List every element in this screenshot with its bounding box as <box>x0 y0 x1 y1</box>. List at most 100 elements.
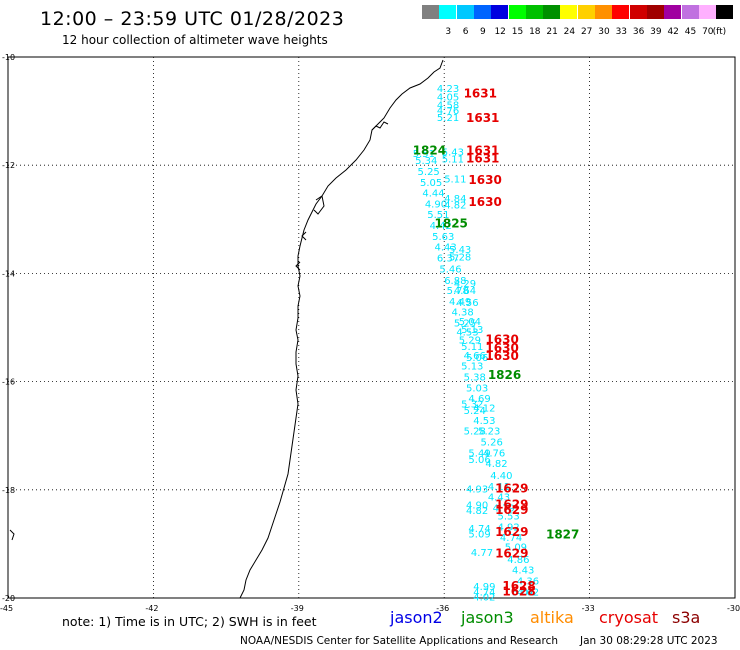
scale-swatch <box>456 5 474 19</box>
wave-height-value: 5.53 <box>498 512 520 523</box>
generation-timestamp: Jan 30 08:29:28 UTC 2023 <box>580 635 718 647</box>
pass-number-label: 1628 <box>502 579 535 593</box>
wave-height-value: 4.86 <box>507 555 529 566</box>
scale-label: 15 <box>511 27 524 37</box>
scale-swatch <box>629 5 647 19</box>
wave-height-value: 4.90 <box>425 199 447 210</box>
wave-height-value: 5.11 <box>461 342 483 353</box>
scale-swatch <box>543 5 561 19</box>
wave-height-value: 5.11 <box>442 154 464 165</box>
wave-height-value: 5.46 <box>439 264 461 275</box>
scale-swatch <box>560 5 578 19</box>
pass-number-label: 1631 <box>464 87 497 101</box>
lon-tick-label: -45 <box>0 604 13 613</box>
wave-height-value: 4.64 <box>454 286 476 297</box>
brazil-coastline <box>239 59 444 599</box>
wave-height-value: 4.23 <box>437 84 459 95</box>
pass-number-label: 1630 <box>485 333 518 347</box>
pass-number-label: 1629 <box>495 482 528 496</box>
wave-height-value: 5.29 <box>459 336 481 347</box>
footnote: note: 1) Time is in UTC; 2) SWH is in fe… <box>62 614 317 629</box>
wave-height-value: 4.53 <box>473 416 495 427</box>
wave-height-value: 5.23 <box>478 427 500 438</box>
pass-number-label: 1629 <box>495 525 528 539</box>
scale-label: 6 <box>462 27 469 37</box>
scale-label: 30 <box>598 27 610 37</box>
wave-height-value: 4.43 <box>512 566 534 577</box>
scale-label: 27 <box>580 27 593 37</box>
wave-height-value: 6.37 <box>437 253 459 264</box>
scale-label: 18 <box>529 27 541 37</box>
legend-altika: altika <box>530 608 574 627</box>
scale-unit: (ft) <box>712 27 727 37</box>
wave-height-value: 4.43 <box>435 243 457 254</box>
scale-swatch <box>681 5 699 19</box>
wave-height-value: 5.34 <box>415 156 437 167</box>
wave-height-value: 5.09 <box>505 542 527 553</box>
wave-height-value: 5.05 <box>420 178 442 189</box>
lon-tick-label: -39 <box>291 604 304 613</box>
wave-height-value: 4.84 <box>444 194 466 205</box>
wave-height-value: 4.90 <box>466 501 488 512</box>
wave-height-value: 5.43 <box>442 147 464 158</box>
pass-number-label: 1630 <box>485 349 518 363</box>
wave-height-value: 4.43 <box>488 493 510 504</box>
scale-swatch <box>473 5 491 19</box>
wave-height-value: 5.24 <box>464 406 486 417</box>
scale-swatch <box>525 5 543 19</box>
wave-height-value: 4.44 <box>422 189 444 200</box>
wave-height-value: 4.12 <box>473 403 495 414</box>
wave-height-value: 5.49 <box>468 448 490 459</box>
pass-number-label: 1826 <box>488 368 521 382</box>
wave-height-value: 5.43 <box>449 245 471 256</box>
pass-number-label: 1630 <box>485 341 518 355</box>
scale-label: 9 <box>480 27 486 37</box>
wave-height-value: 4.02 <box>473 593 495 604</box>
wave-height-value: 4.66 <box>464 351 486 362</box>
lon-tick-label: -42 <box>145 604 158 613</box>
pass-number-label: 1631 <box>466 143 499 157</box>
scale-label: 70 <box>702 27 714 37</box>
wave-height-value: 4.76 <box>437 106 459 117</box>
map-title: 12:00 – 23:59 UTC 01/28/2023 <box>40 8 345 30</box>
wave-height-value: 4.49 <box>449 297 471 308</box>
legend-jason3: jason3 <box>461 608 514 627</box>
wave-height-value: 4.74 <box>473 587 495 598</box>
wave-height-value: 4.79 <box>493 503 515 514</box>
wave-height-value: 4.69 <box>468 394 490 405</box>
wave-height-value: 5.02 <box>512 587 534 598</box>
wave-height-value: 4.82 <box>466 506 488 517</box>
scale-swatch <box>422 5 439 19</box>
lon-tick-label: -36 <box>436 604 449 613</box>
pass-number-label: 1629 <box>495 498 528 512</box>
lat-tick-label: -20 <box>2 594 15 603</box>
wave-height-value: 4.42 <box>430 221 452 232</box>
lat-tick-label: -10 <box>2 53 15 62</box>
wave-height-value: 5.11 <box>444 175 466 186</box>
pass-number-label: 1825 <box>435 216 468 230</box>
scale-label: 33 <box>615 27 628 37</box>
wave-height-value: 4.82 <box>485 459 507 470</box>
wave-height-value: 5.21 <box>437 113 459 124</box>
legend-s3a: s3a <box>672 608 701 627</box>
scale-swatch <box>646 5 664 19</box>
wave-height-value: 4.74 <box>468 524 490 535</box>
scale-label: 24 <box>563 27 576 37</box>
wave-height-value: 5.78 <box>447 286 469 297</box>
scale-swatch <box>577 5 595 19</box>
map-subtitle: 12 hour collection of altimeter wave hei… <box>62 33 328 47</box>
wave-height-value: 4.29 <box>454 279 476 290</box>
lat-tick-label: -14 <box>2 269 15 278</box>
lon-tick-label: -30 <box>727 604 740 613</box>
wave-height-value: 4.99 <box>473 582 495 593</box>
wave-height-value: 4.76 <box>483 448 505 459</box>
wave-height-value: 4.36 <box>517 576 539 587</box>
estuary-detail <box>9 121 389 541</box>
scale-swatch <box>439 5 457 19</box>
scale-label: 36 <box>632 27 645 37</box>
pass-number-label: 1629 <box>495 546 528 560</box>
pass-number-label: 1628 <box>502 584 535 598</box>
wave-height-value: 4.74 <box>500 533 522 544</box>
